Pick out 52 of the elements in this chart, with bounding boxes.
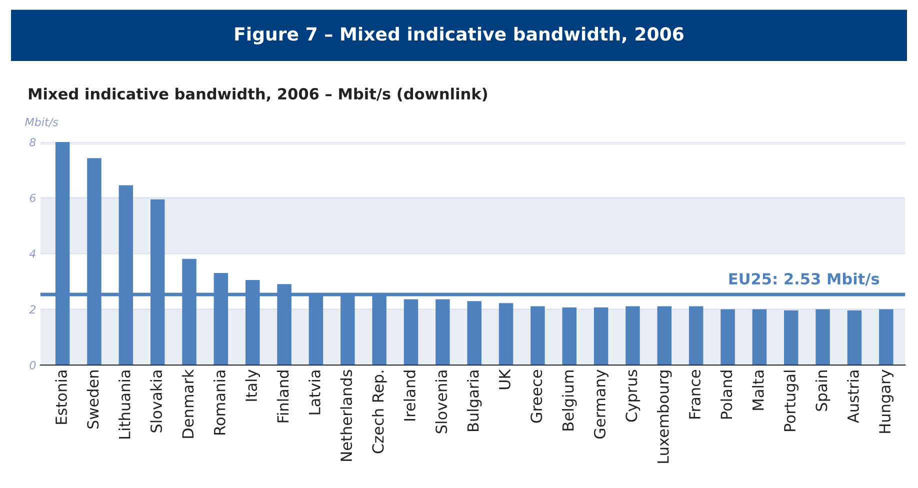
x-tick-label: Belgium	[562, 370, 577, 430]
chart-subtitle: Mixed indicative bandwidth, 2006 – Mbit/s (downlink)	[28, 88, 487, 102]
bar	[688, 306, 704, 366]
bar	[594, 307, 608, 366]
bar	[720, 309, 735, 366]
x-tick-label: Finland	[276, 370, 289, 422]
x-tick-label: Italy	[245, 370, 260, 401]
x-tick-label: Sweden	[86, 370, 99, 429]
x-tick-label: Estonia	[55, 370, 67, 424]
bar	[562, 307, 577, 366]
bar	[752, 309, 767, 366]
y-tick-label: 4	[29, 250, 36, 258]
bar	[784, 310, 798, 366]
x-tick-label: Greece	[530, 370, 542, 423]
y-axis-title: Mbit/s	[25, 118, 58, 128]
x-tick-label: UK	[499, 368, 510, 390]
x-tick-label: Luxembourg	[657, 370, 672, 463]
x-tick-label: Spain	[815, 370, 830, 411]
bar	[879, 309, 894, 366]
y-tick-label: 8	[30, 138, 36, 146]
x-tick-label: Hungary	[879, 370, 894, 433]
bar	[436, 299, 450, 366]
bar	[404, 299, 418, 366]
x-tick-label: Ireland	[404, 370, 416, 421]
x-tick-label: Romania	[214, 370, 226, 434]
y-tick-label: 0	[30, 361, 36, 370]
y-tick-label: 6	[30, 194, 36, 202]
chart-title: Figure 7 – Mixed indicative bandwidth, 2006	[235, 26, 684, 44]
bar	[467, 301, 482, 366]
y-tick-label: 2	[29, 305, 36, 314]
x-tick-label: Denmark	[182, 369, 194, 438]
x-tick-label: Malta	[752, 370, 764, 410]
x-tick-label: Bulgaria	[466, 370, 482, 432]
bar	[847, 310, 862, 366]
bar	[657, 306, 672, 366]
x-tick-label: Poland	[720, 370, 732, 419]
bar	[816, 309, 830, 366]
bar	[530, 306, 545, 366]
bar	[498, 303, 514, 366]
x-tick-label: Cyprus	[626, 370, 640, 422]
x-tick-label: Portugal	[784, 370, 799, 431]
bar	[626, 306, 640, 366]
x-tick-label: Czech Rep.	[372, 370, 387, 454]
x-tick-label: Latvia	[308, 370, 320, 414]
x-tick-label: Germany	[594, 370, 608, 439]
x-tick-label: Slovakia	[150, 370, 162, 432]
ref-line-label: EU25: 2.53 Mbit/s	[729, 272, 880, 286]
x-tick-label: Netherlands	[340, 370, 352, 461]
x-tick-label: Austria	[847, 370, 859, 424]
x-tick-label: Slovenia	[435, 370, 448, 434]
x-tick-label: France	[689, 370, 701, 418]
x-tick-label: Lithuania	[118, 370, 130, 438]
